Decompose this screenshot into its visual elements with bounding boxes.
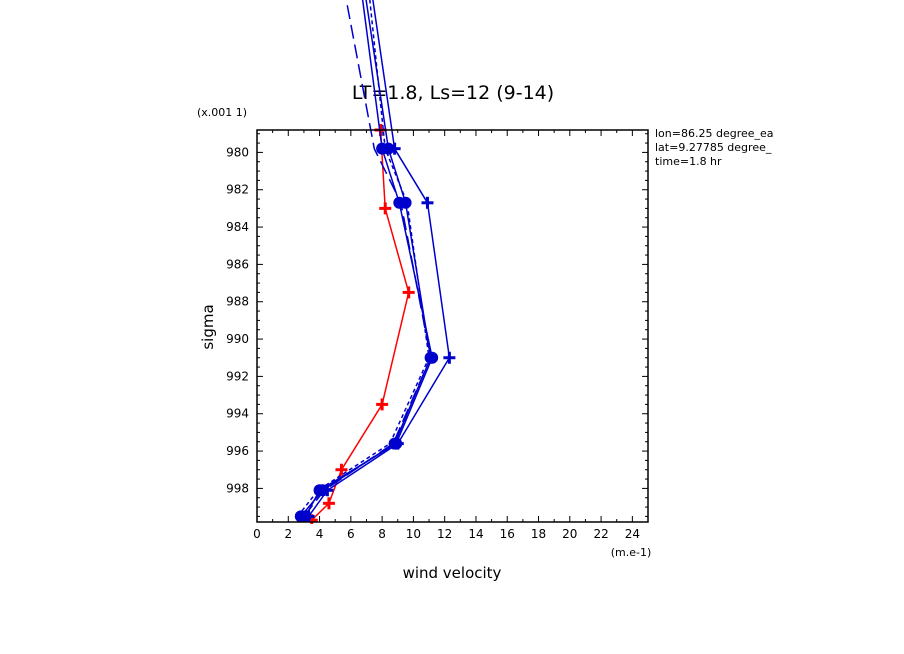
y-tick-label: 982 — [226, 183, 249, 197]
y-tick-label: 996 — [226, 444, 249, 458]
series-line-5 — [297, 0, 430, 517]
chart-title: LT=1.8, Ls=12 (9-14) — [352, 82, 554, 104]
x-tick-label: 18 — [531, 527, 546, 541]
y-tick-label: 994 — [226, 407, 249, 421]
data-point — [421, 196, 434, 209]
x-tick-label: 22 — [593, 527, 608, 541]
x-tick-label: 10 — [406, 527, 421, 541]
y-tick-label: 990 — [226, 332, 249, 346]
x-unit-label: (m.e-1) — [611, 546, 652, 559]
x-tick-label: 14 — [468, 527, 483, 541]
y-tick-label: 992 — [226, 369, 249, 383]
series-line-3 — [304, 0, 433, 517]
series-layer — [294, 0, 456, 524]
x-tick-label: 24 — [625, 527, 640, 541]
data-point — [376, 398, 389, 411]
axis-ticks: 0 2 4 6 8 10 12 14 16 18 20 22 249809829849869889909… — [226, 130, 649, 541]
x-axis-label: wind velocity — [403, 564, 502, 582]
data-point — [379, 202, 392, 215]
y-tick-label: 984 — [226, 220, 249, 234]
data-point — [402, 286, 415, 299]
y-tick-label: 988 — [226, 295, 249, 309]
data-point — [376, 142, 389, 155]
y-axis-label: sigma — [199, 304, 217, 349]
x-tick-label: 12 — [437, 527, 452, 541]
y-scale-note: (x.001 1) — [197, 106, 247, 119]
y-tick-label: 986 — [226, 257, 249, 271]
info-line-2: lat=9.27785 degree_ — [655, 141, 772, 154]
x-tick-label: 6 — [347, 527, 355, 541]
x-tick-label: 20 — [562, 527, 577, 541]
series-line-6 — [303, 0, 432, 517]
series-line-4 — [307, 0, 451, 517]
x-tick-label: 16 — [500, 527, 515, 541]
info-line-1: lon=86.25 degree_ea — [655, 127, 774, 140]
data-point — [322, 497, 335, 510]
x-tick-label: 8 — [378, 527, 386, 541]
data-point — [443, 351, 456, 364]
data-point — [335, 463, 348, 476]
data-point — [393, 196, 406, 209]
plot-frame — [256, 129, 649, 523]
x-tick-label: 0 — [253, 527, 261, 541]
x-tick-label: 4 — [316, 527, 324, 541]
info-line-3: time=1.8 hr — [655, 155, 722, 168]
x-tick-label: 2 — [284, 527, 292, 541]
y-tick-label: 998 — [226, 481, 249, 495]
data-point — [391, 437, 404, 450]
data-point — [388, 142, 401, 155]
y-tick-label: 980 — [226, 145, 249, 159]
